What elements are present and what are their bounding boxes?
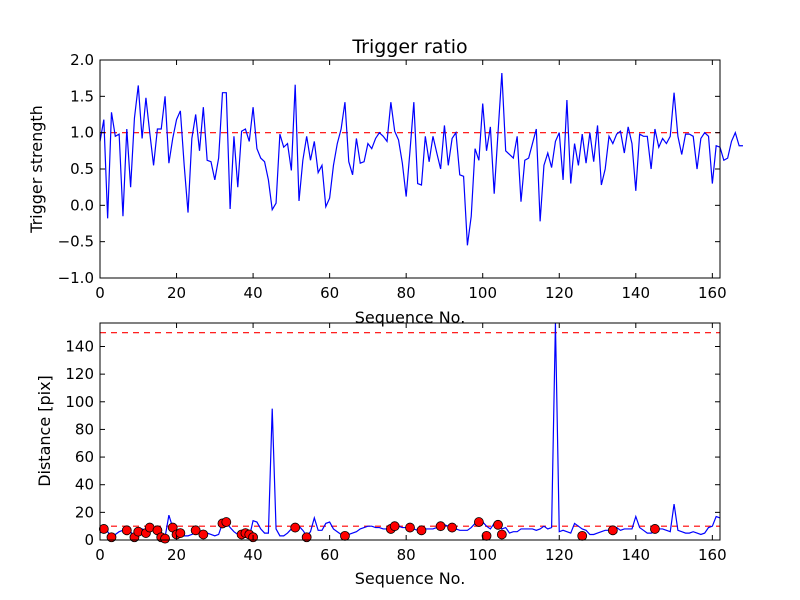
- x-tick-label: 40: [244, 546, 263, 564]
- x-tick-label: 120: [545, 546, 574, 564]
- y-tick-label: 20: [75, 503, 94, 521]
- y-axis-label: Trigger strength: [27, 105, 46, 234]
- x-tick-label: 100: [468, 546, 497, 564]
- x-tick-label: 140: [621, 546, 650, 564]
- y-tick-label: 80: [75, 420, 94, 438]
- series-line: [99, 322, 721, 539]
- x-tick-label: 120: [545, 284, 574, 302]
- data-point-marker: [160, 533, 170, 544]
- x-tick-label: 0: [95, 546, 105, 564]
- data-point-marker: [301, 532, 312, 543]
- x-tick-label: 40: [244, 284, 263, 302]
- x-tick-label: 80: [397, 546, 416, 564]
- y-tick-label: 60: [75, 448, 94, 466]
- data-point-marker: [405, 522, 415, 533]
- data-point-marker: [473, 517, 484, 527]
- x-tick-label: 100: [468, 284, 497, 302]
- data-point-marker: [607, 525, 618, 536]
- data-point-marker: [496, 529, 507, 540]
- data-point-marker: [435, 521, 446, 532]
- axes-frame: [99, 322, 721, 541]
- data-point-marker: [493, 519, 503, 530]
- axes-frame: [99, 59, 721, 279]
- data-point-marker: [577, 530, 588, 541]
- x-tick-label: 60: [320, 546, 339, 564]
- data-point-marker: [175, 528, 186, 538]
- x-tick-label: 80: [397, 284, 416, 302]
- y-tick-label: 120: [65, 365, 94, 383]
- x-tick-label: 60: [320, 284, 339, 302]
- y-tick-label: 140: [65, 337, 94, 355]
- y-tick-label: 1.0: [70, 124, 94, 142]
- data-point-marker: [481, 530, 492, 541]
- y-tick-label: 100: [65, 393, 94, 411]
- data-point-marker: [121, 525, 132, 536]
- axes-trigger-ratio: 0 20 40 60 80 100 120 140 160 −1.0 −0.5 0.0 0.5 1.0 1.…: [27, 36, 743, 327]
- data-point-marker: [340, 530, 350, 541]
- data-point-marker: [190, 525, 201, 536]
- x-tick-label: 160: [698, 284, 727, 302]
- y-tick-label: 1.5: [70, 87, 94, 105]
- y-tick-label: −0.5: [58, 233, 94, 251]
- y-tick-label: 0: [84, 531, 94, 549]
- axes-distance: 0 20 40 60 80 100 120 140 160020406080100120140 …: [35, 322, 727, 588]
- data-point-marker: [221, 517, 232, 527]
- y-axis-label: Distance [pix]: [35, 375, 54, 487]
- x-axis-label: Sequence No.: [355, 569, 466, 588]
- y-tick-label: 0.0: [70, 196, 94, 214]
- y-tick-label: 0.5: [70, 160, 94, 178]
- x-tick-label: 140: [621, 284, 650, 302]
- y-tick-label: 2.0: [70, 51, 94, 69]
- chart-title: Trigger ratio: [351, 36, 467, 58]
- data-point-marker: [650, 524, 660, 534]
- x-tick-label: 20: [167, 284, 186, 302]
- x-tick-label: 0: [95, 284, 105, 302]
- x-tick-label: 20: [167, 546, 186, 564]
- data-point-marker: [98, 524, 109, 534]
- series-line: [99, 73, 743, 246]
- data-point-marker: [447, 522, 457, 533]
- data-point-marker: [389, 521, 400, 532]
- y-tick-label: 40: [75, 476, 94, 494]
- data-point-marker: [416, 525, 427, 536]
- data-point-marker: [290, 522, 301, 533]
- data-point-marker: [106, 532, 117, 543]
- data-point-marker: [198, 529, 209, 540]
- x-tick-label: 160: [698, 546, 727, 564]
- x-axis-label: Sequence No.: [355, 308, 466, 327]
- y-tick-label: −1.0: [58, 269, 94, 287]
